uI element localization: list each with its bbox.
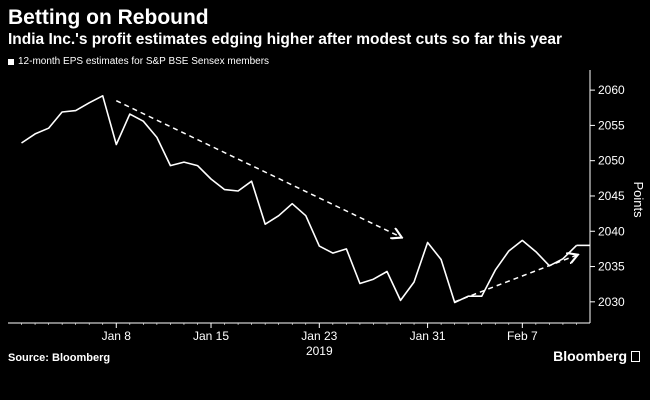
y-tick-label: 2045 — [598, 189, 625, 203]
y-tick-label: 2035 — [598, 260, 625, 274]
y-tick-label: 2050 — [598, 154, 625, 168]
y-tick-label: 2055 — [598, 118, 625, 132]
brand-logo: Bloomberg — [553, 348, 640, 364]
trend-arrow-down — [115, 100, 400, 237]
x-year-label: 2019 — [306, 344, 333, 358]
y-tick-label: 2060 — [598, 83, 625, 97]
x-tick-label: Jan 23 — [301, 329, 337, 343]
legend: 12-month EPS estimates for S&P BSE Sense… — [8, 56, 269, 67]
chart-title: Betting on Rebound — [8, 6, 209, 29]
x-tick-label: Jan 31 — [410, 329, 446, 343]
source-note: Source: Bloomberg — [8, 352, 111, 364]
brand-name: Bloomberg — [553, 348, 627, 364]
x-tick-label: Jan 15 — [193, 329, 229, 343]
x-tick-label: Feb 7 — [507, 329, 538, 343]
legend-label: 12-month EPS estimates for S&P BSE Sense… — [18, 56, 270, 67]
x-tick-label: Jan 8 — [102, 329, 132, 343]
chart-subtitle: India Inc.'s profit estimates edging hig… — [8, 31, 563, 48]
bloomberg-terminal-icon — [631, 350, 640, 362]
y-tick-label: 2030 — [598, 295, 625, 309]
trend-arrow-up — [454, 255, 577, 303]
y-axis-label: Points — [631, 181, 646, 218]
y-tick-label: 2040 — [598, 224, 625, 238]
legend-swatch — [8, 58, 14, 65]
series-line — [21, 95, 578, 304]
